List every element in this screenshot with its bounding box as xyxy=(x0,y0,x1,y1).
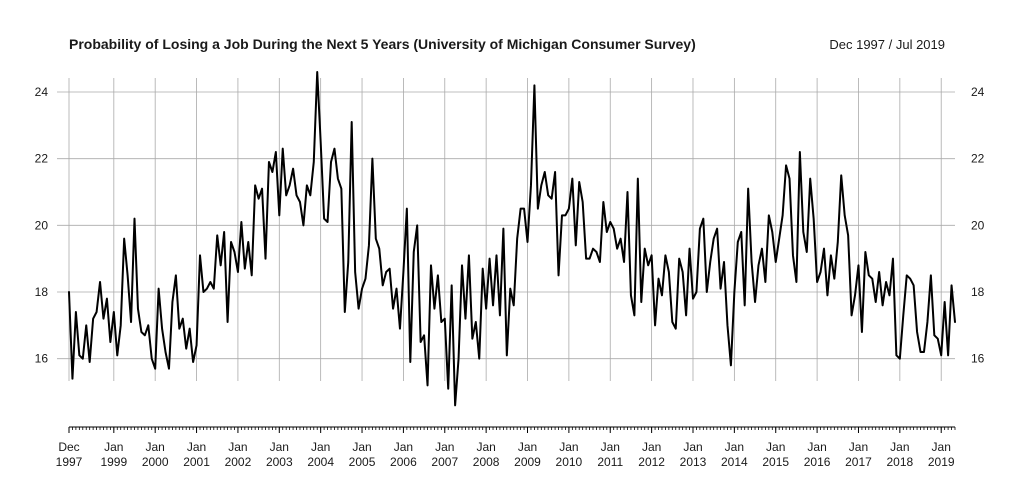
date-range: Dec 1997 / Jul 2019 xyxy=(829,37,945,52)
y-tick-label-right: 18 xyxy=(971,285,985,299)
x-tick-label-month: Jan xyxy=(104,440,123,454)
x-tick-label-year: 2019 xyxy=(928,455,955,469)
y-tick-label-right: 22 xyxy=(971,152,985,166)
x-tick-label-month: Jan xyxy=(890,440,909,454)
y-axis-left: 16 18 20 22 24 xyxy=(35,85,49,366)
x-tick-label-year: 2012 xyxy=(638,455,665,469)
x-tick-label-year: 1999 xyxy=(100,455,127,469)
x-tick-label-year: 2004 xyxy=(307,455,334,469)
y-tick-label-right: 16 xyxy=(971,352,985,366)
x-tick-label-month: Jan xyxy=(435,440,454,454)
x-tick-label-month: Jan xyxy=(932,440,951,454)
y-tick-label-left: 16 xyxy=(35,352,49,366)
x-tick-label-year: 2006 xyxy=(390,455,417,469)
x-tick-label-month: Jan xyxy=(311,440,330,454)
x-tick-label-year: 2000 xyxy=(142,455,169,469)
x-tick-label-year: 2015 xyxy=(762,455,789,469)
y-tick-label-right: 24 xyxy=(971,85,985,99)
x-tick-label-month: Jan xyxy=(476,440,495,454)
x-tick-label-year: 2005 xyxy=(349,455,376,469)
x-tick-label-month: Jan xyxy=(559,440,578,454)
x-tick-label-month: Jan xyxy=(642,440,661,454)
x-tick-label-year: 2016 xyxy=(804,455,831,469)
x-tick-label-year: 2014 xyxy=(721,455,748,469)
x-tick-label-month: Jan xyxy=(807,440,826,454)
x-tick-label-month: Jan xyxy=(146,440,165,454)
x-tick-label-month: Jan xyxy=(394,440,413,454)
x-tick-label-year: 2002 xyxy=(225,455,252,469)
x-tick-label-year: 2008 xyxy=(473,455,500,469)
x-tick-label-year: 2017 xyxy=(845,455,872,469)
x-tick-label-month: Jan xyxy=(228,440,247,454)
x-tick-label-year: 2011 xyxy=(597,455,623,469)
x-tick-label-month: Jan xyxy=(187,440,206,454)
series-line xyxy=(68,71,956,407)
x-tick-label-year: 2009 xyxy=(514,455,541,469)
x-tick-label-year: 2003 xyxy=(266,455,293,469)
x-tick-label-month: Jan xyxy=(683,440,702,454)
y-tick-label-right: 20 xyxy=(971,218,985,232)
x-tick-label-month: Jan xyxy=(601,440,620,454)
y-tick-label-left: 24 xyxy=(35,85,49,99)
y-axis-right: 16 18 20 22 24 xyxy=(971,85,985,366)
y-tick-label-left: 22 xyxy=(35,152,49,166)
series xyxy=(68,71,956,407)
x-tick-label-year: 2001 xyxy=(183,455,210,469)
x-tick-label-year: 2010 xyxy=(556,455,583,469)
x-tick-label-year: 2018 xyxy=(886,455,913,469)
y-tick-label-left: 18 xyxy=(35,285,49,299)
x-tick-label-year: 2013 xyxy=(680,455,707,469)
x-tick-label-month: Jan xyxy=(849,440,868,454)
x-tick-label-month: Jan xyxy=(352,440,371,454)
x-tick-label-month: Jan xyxy=(518,440,537,454)
x-tick-label-year: 2007 xyxy=(431,455,458,469)
x-axis: Dec1997Jan1999Jan2000Jan2001Jan2002Jan20… xyxy=(56,426,956,469)
x-tick-label-month: Jan xyxy=(725,440,744,454)
x-tick-label-month: Jan xyxy=(766,440,785,454)
x-tick-label-year: 1997 xyxy=(56,455,83,469)
y-tick-label-left: 20 xyxy=(35,218,49,232)
x-tick-label-month: Dec xyxy=(58,440,79,454)
x-tick-label-month: Jan xyxy=(270,440,289,454)
chart-title: Probability of Losing a Job During the N… xyxy=(69,36,696,52)
